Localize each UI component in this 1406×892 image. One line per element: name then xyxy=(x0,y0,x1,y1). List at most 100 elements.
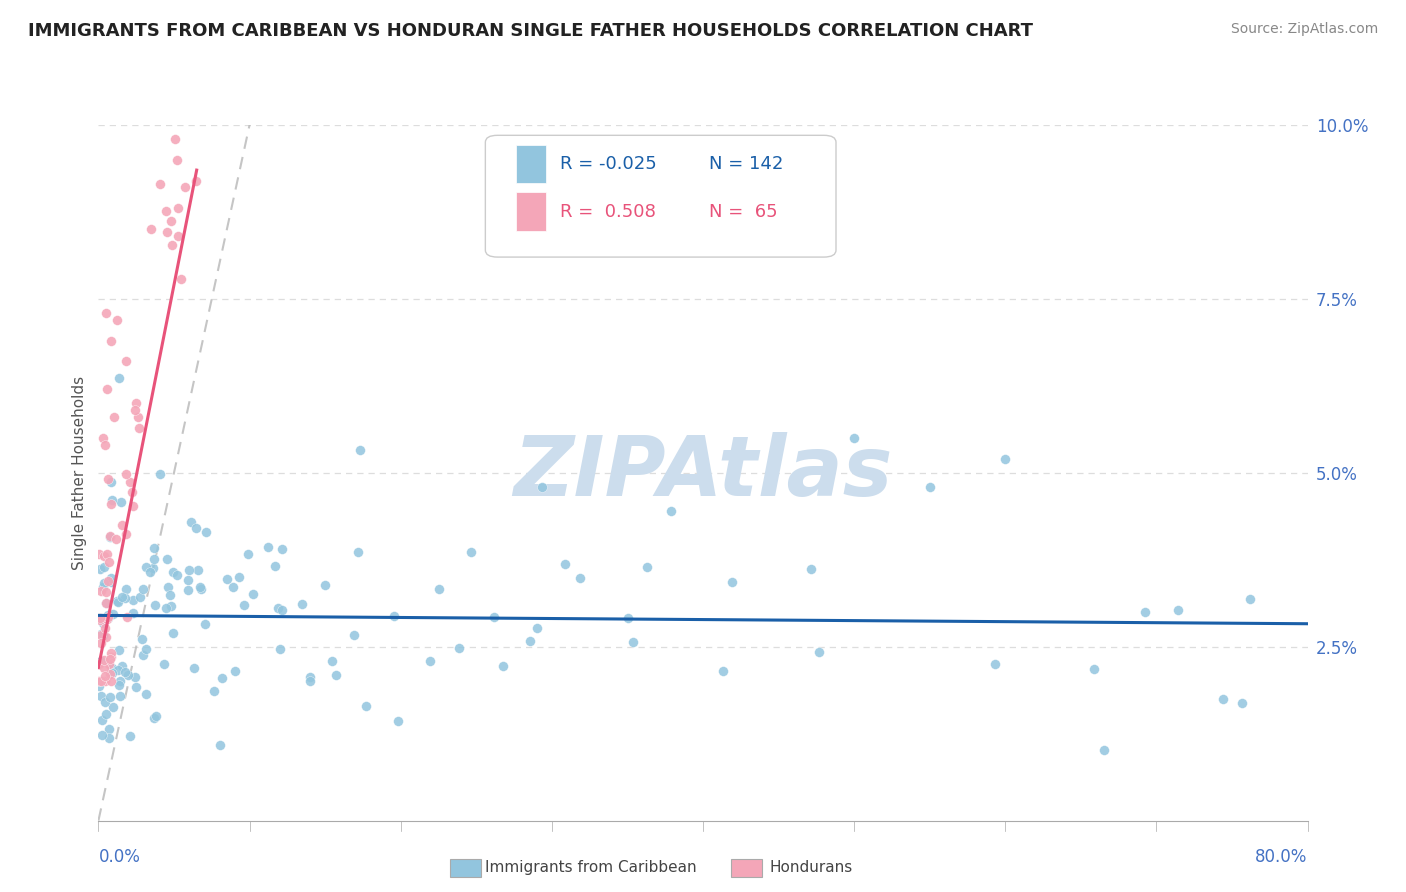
Point xyxy=(721,575,744,590)
Point xyxy=(202,684,225,698)
Point xyxy=(98,666,121,681)
Point xyxy=(97,731,120,745)
Point xyxy=(271,541,294,556)
Point xyxy=(918,480,941,494)
Point xyxy=(96,382,118,396)
Point xyxy=(387,714,409,729)
Point xyxy=(142,561,165,575)
Text: Immigrants from Caribbean: Immigrants from Caribbean xyxy=(485,861,697,875)
Point xyxy=(184,174,207,188)
Point xyxy=(114,591,136,605)
Point xyxy=(149,467,172,482)
Point xyxy=(170,272,193,286)
Point xyxy=(93,438,115,452)
Point xyxy=(89,611,111,625)
Point xyxy=(90,655,112,669)
Point xyxy=(90,635,112,649)
Point xyxy=(90,627,112,641)
Point xyxy=(1083,662,1105,676)
Y-axis label: Single Father Households: Single Father Households xyxy=(72,376,87,570)
Point xyxy=(114,354,136,368)
Point xyxy=(96,548,118,562)
Point xyxy=(224,664,246,678)
Point xyxy=(159,588,181,602)
Point xyxy=(101,607,124,621)
Point xyxy=(93,661,115,675)
Point xyxy=(135,687,157,701)
Point xyxy=(97,722,120,736)
Point xyxy=(291,597,314,611)
Point xyxy=(97,472,120,486)
Point xyxy=(187,563,209,577)
Point xyxy=(221,580,243,594)
Point xyxy=(636,560,658,574)
Point xyxy=(117,667,139,681)
Point xyxy=(190,582,212,596)
Point xyxy=(114,665,136,679)
Point xyxy=(271,603,294,617)
Point xyxy=(166,153,188,167)
Point xyxy=(195,524,218,539)
Point xyxy=(118,475,141,490)
Point xyxy=(100,575,122,590)
Point xyxy=(264,559,287,574)
Point xyxy=(183,661,205,675)
Point xyxy=(97,574,120,588)
Point xyxy=(91,728,114,742)
Point xyxy=(167,228,190,243)
Point xyxy=(155,204,177,219)
Point xyxy=(101,661,124,675)
Point xyxy=(1167,603,1189,617)
Point xyxy=(267,601,290,615)
Point xyxy=(160,238,183,252)
Point xyxy=(347,545,370,559)
Point xyxy=(93,560,115,574)
Text: N =  65: N = 65 xyxy=(709,202,778,220)
Point xyxy=(143,598,166,612)
Point xyxy=(419,654,441,668)
Point xyxy=(93,549,115,564)
Point xyxy=(96,596,118,610)
Text: N = 142: N = 142 xyxy=(709,155,783,173)
Point xyxy=(177,563,200,577)
Point xyxy=(87,679,110,693)
Text: 80.0%: 80.0% xyxy=(1256,848,1308,866)
Point xyxy=(96,607,118,622)
Point xyxy=(125,680,148,694)
Text: ZIPAtlas: ZIPAtlas xyxy=(513,433,893,513)
Point xyxy=(89,562,111,576)
Point xyxy=(100,497,122,511)
Point xyxy=(166,567,188,582)
Point xyxy=(108,370,131,384)
Point xyxy=(382,609,405,624)
Point xyxy=(142,551,165,566)
Point xyxy=(269,642,291,657)
Point xyxy=(93,576,115,591)
Point xyxy=(325,668,347,682)
Point xyxy=(105,593,128,607)
Point xyxy=(449,641,471,656)
Point xyxy=(108,678,131,692)
Point xyxy=(94,674,117,689)
Point xyxy=(127,410,149,425)
Point xyxy=(142,711,165,725)
Point xyxy=(460,545,482,559)
Point xyxy=(90,584,112,599)
Point xyxy=(354,699,377,714)
Point xyxy=(91,616,114,631)
Point xyxy=(1092,743,1115,757)
Point xyxy=(156,552,179,566)
Text: R = -0.025: R = -0.025 xyxy=(561,155,657,173)
Point xyxy=(157,580,180,594)
Point xyxy=(349,442,371,457)
Point xyxy=(298,673,321,688)
Point xyxy=(110,495,132,509)
Point xyxy=(1230,696,1253,710)
Point xyxy=(236,547,259,561)
Point xyxy=(110,590,132,604)
Point xyxy=(159,214,181,228)
Point xyxy=(124,403,146,417)
Point xyxy=(554,557,576,571)
Point xyxy=(107,594,129,608)
Point xyxy=(228,570,250,584)
